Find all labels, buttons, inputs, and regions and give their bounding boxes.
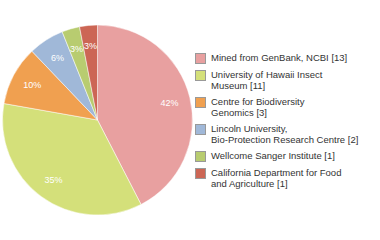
- html-text:California Department for Food: California Department for Food and Agric…: [211, 166, 342, 189]
- svg-text:3%: 3%: [70, 44, 83, 54]
- html-text:Mined from GenBank, NCBI [13]: Mined from GenBank, NCBI [13]: [211, 51, 348, 63]
- html-text:Centre for Biodiversity Genomi: Centre for Biodiversity Genomics [3]: [211, 95, 305, 118]
- html-text:Lincoln University, Bio-Protec: Lincoln University, Bio-Protection Resea…: [211, 122, 359, 145]
- svg-text:42%: 42%: [161, 98, 179, 108]
- svg-text:10%: 10%: [23, 80, 41, 90]
- svg-text:35%: 35%: [45, 175, 63, 185]
- html-text:Wellcome Sanger Institute [1]: Wellcome Sanger Institute [1]: [211, 149, 335, 161]
- svg-text:3%: 3%: [84, 41, 97, 51]
- html-text:University of Hawaii Insect Mu: University of Hawaii Insect Museum [11]: [211, 68, 323, 91]
- svg-text:6%: 6%: [51, 53, 64, 63]
